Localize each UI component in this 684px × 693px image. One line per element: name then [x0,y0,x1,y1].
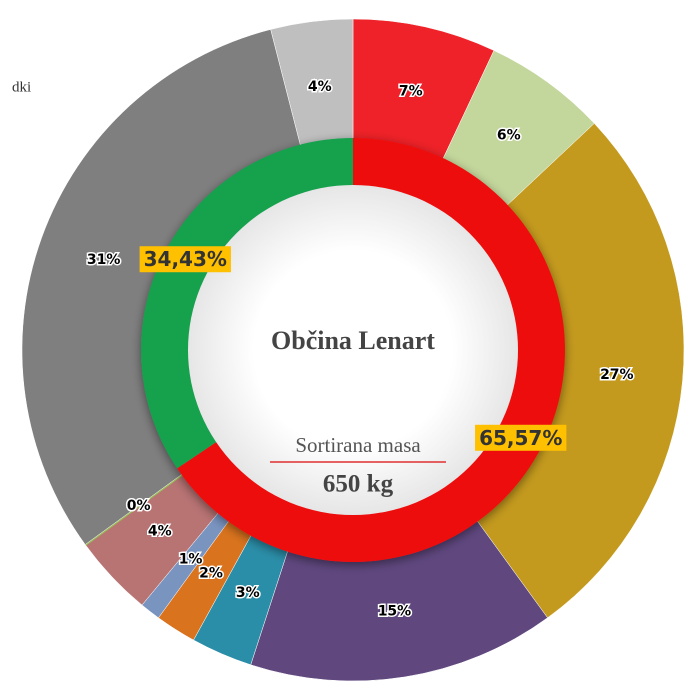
data-label: 4% [308,79,332,95]
subtitle: Sortirana masa [295,433,421,457]
data-label: 6% [497,128,521,144]
label-box [139,246,231,273]
data-label: 7% [399,83,423,99]
data-label: 4% [148,523,172,539]
data-label: 2% [199,566,223,582]
data-label: 0% [127,498,151,514]
label-box [475,424,567,451]
corner-text: dki [12,79,31,95]
data-label: 27% [600,367,634,383]
data-label: 31% [87,252,121,268]
data-label: 15% [378,604,412,620]
slice [141,138,353,469]
data-label: 3% [236,585,260,601]
outer-ring [21,18,684,682]
data-label: 34,43% [144,247,227,271]
data-label: 1% [179,551,203,567]
inner-ring [141,138,565,562]
total-annotation: 650 kg [323,471,394,498]
center-disc [188,185,518,515]
chart-title: Občina Lenart [271,326,435,355]
data-label: 65,57% [479,426,562,450]
